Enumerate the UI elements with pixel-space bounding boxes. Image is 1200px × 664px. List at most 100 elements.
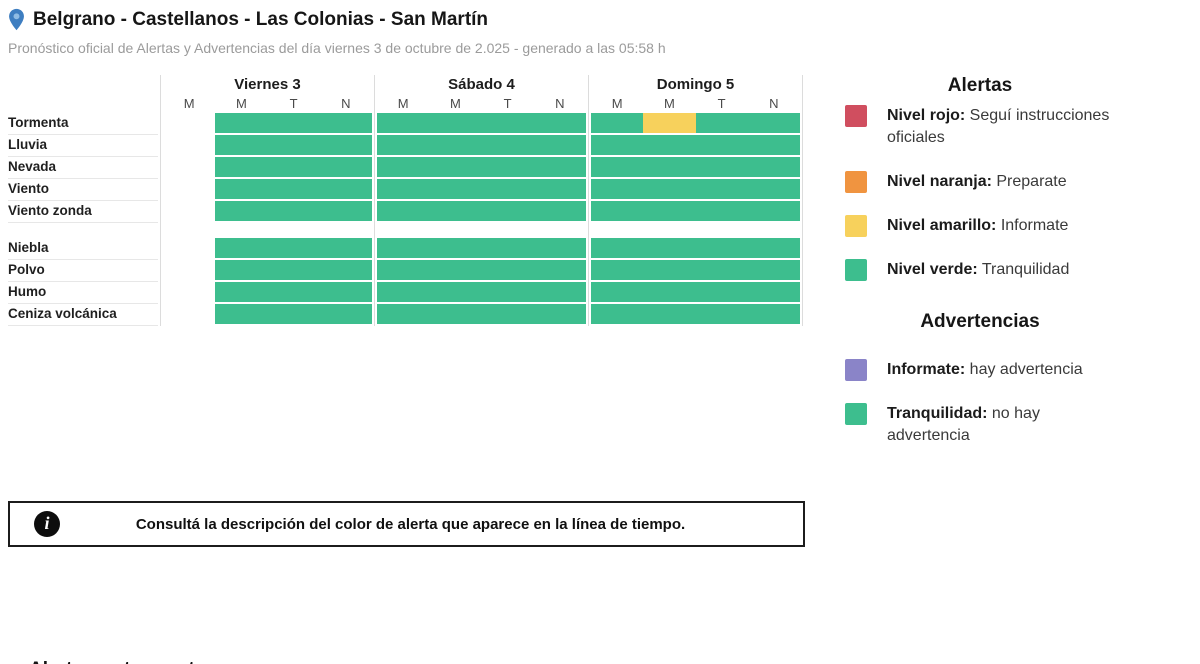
timeline-cell-white[interactable] bbox=[163, 304, 216, 324]
timeline-cell-green[interactable] bbox=[591, 282, 644, 302]
timeline-cell-white[interactable] bbox=[163, 260, 216, 280]
timeline-cell-green[interactable] bbox=[215, 238, 268, 258]
timeline-cell-green[interactable] bbox=[643, 304, 696, 324]
timeline-cell-green[interactable] bbox=[695, 157, 748, 177]
timeline-cell-green[interactable] bbox=[377, 282, 430, 302]
timeline-cell-green[interactable] bbox=[267, 157, 320, 177]
timeline-cell-green[interactable] bbox=[377, 260, 430, 280]
timeline-cell-white[interactable] bbox=[163, 113, 216, 133]
timeline-cell-green[interactable] bbox=[591, 201, 644, 221]
timeline-cell-green[interactable] bbox=[747, 282, 800, 302]
timeline-cell-green[interactable] bbox=[533, 201, 586, 221]
timeline-cell-green[interactable] bbox=[429, 260, 482, 280]
timeline-cell-green[interactable] bbox=[267, 135, 320, 155]
timeline-cell-green[interactable] bbox=[267, 304, 320, 324]
timeline-cell-green[interactable] bbox=[429, 304, 482, 324]
timeline-cell-white[interactable] bbox=[163, 135, 216, 155]
timeline-cell-green[interactable] bbox=[377, 179, 430, 199]
timeline-cell-green[interactable] bbox=[267, 179, 320, 199]
timeline-cell-green[interactable] bbox=[319, 135, 372, 155]
timeline-cell-green[interactable] bbox=[319, 260, 372, 280]
timeline-cell-green[interactable] bbox=[533, 260, 586, 280]
timeline-cell-green[interactable] bbox=[377, 157, 430, 177]
timeline-cell-green[interactable] bbox=[591, 238, 644, 258]
timeline-cell-green[interactable] bbox=[643, 238, 696, 258]
timeline-cell-green[interactable] bbox=[215, 157, 268, 177]
timeline-cell-green[interactable] bbox=[591, 304, 644, 324]
timeline-cell-green[interactable] bbox=[267, 113, 320, 133]
timeline-cell-green[interactable] bbox=[533, 113, 586, 133]
timeline-cell-green[interactable] bbox=[533, 157, 586, 177]
timeline-cell-green[interactable] bbox=[747, 201, 800, 221]
timeline-cell-green[interactable] bbox=[377, 135, 430, 155]
timeline-cell-green[interactable] bbox=[695, 304, 748, 324]
timeline-cell-green[interactable] bbox=[481, 282, 534, 302]
timeline-cell-white[interactable] bbox=[163, 157, 216, 177]
timeline-cell-green[interactable] bbox=[481, 157, 534, 177]
timeline-cell-green[interactable] bbox=[695, 260, 748, 280]
timeline-cell-green[interactable] bbox=[533, 238, 586, 258]
timeline-cell-green[interactable] bbox=[747, 179, 800, 199]
timeline-cell-green[interactable] bbox=[267, 201, 320, 221]
timeline-cell-white[interactable] bbox=[163, 238, 216, 258]
timeline-cell-green[interactable] bbox=[429, 201, 482, 221]
timeline-cell-green[interactable] bbox=[747, 135, 800, 155]
timeline-cell-green[interactable] bbox=[267, 238, 320, 258]
timeline-cell-yellow[interactable] bbox=[643, 113, 696, 133]
timeline-cell-green[interactable] bbox=[747, 260, 800, 280]
timeline-cell-green[interactable] bbox=[533, 179, 586, 199]
timeline-cell-green[interactable] bbox=[319, 113, 372, 133]
timeline-cell-green[interactable] bbox=[591, 113, 644, 133]
timeline-cell-green[interactable] bbox=[591, 260, 644, 280]
timeline-cell-green[interactable] bbox=[747, 304, 800, 324]
timeline-cell-green[interactable] bbox=[377, 201, 430, 221]
timeline-cell-green[interactable] bbox=[267, 282, 320, 302]
timeline-cell-green[interactable] bbox=[215, 135, 268, 155]
timeline-cell-green[interactable] bbox=[533, 304, 586, 324]
timeline-cell-green[interactable] bbox=[481, 201, 534, 221]
timeline-cell-green[interactable] bbox=[481, 135, 534, 155]
timeline-cell-green[interactable] bbox=[215, 260, 268, 280]
timeline-cell-green[interactable] bbox=[695, 238, 748, 258]
timeline-cell-green[interactable] bbox=[267, 260, 320, 280]
timeline-cell-green[interactable] bbox=[377, 304, 430, 324]
timeline-cell-green[interactable] bbox=[481, 238, 534, 258]
timeline-cell-green[interactable] bbox=[481, 179, 534, 199]
timeline-cell-green[interactable] bbox=[481, 260, 534, 280]
timeline-cell-green[interactable] bbox=[319, 304, 372, 324]
timeline-cell-green[interactable] bbox=[747, 157, 800, 177]
timeline-cell-green[interactable] bbox=[215, 201, 268, 221]
timeline-cell-green[interactable] bbox=[591, 135, 644, 155]
timeline-cell-green[interactable] bbox=[429, 157, 482, 177]
timeline-cell-green[interactable] bbox=[695, 179, 748, 199]
timeline-cell-green[interactable] bbox=[377, 113, 430, 133]
timeline-cell-green[interactable] bbox=[695, 135, 748, 155]
timeline-cell-green[interactable] bbox=[643, 179, 696, 199]
timeline-cell-green[interactable] bbox=[319, 179, 372, 199]
timeline-cell-green[interactable] bbox=[533, 135, 586, 155]
timeline-cell-green[interactable] bbox=[319, 157, 372, 177]
timeline-cell-green[interactable] bbox=[429, 238, 482, 258]
timeline-cell-green[interactable] bbox=[319, 282, 372, 302]
timeline-cell-green[interactable] bbox=[591, 179, 644, 199]
timeline-cell-green[interactable] bbox=[215, 304, 268, 324]
timeline-cell-green[interactable] bbox=[747, 238, 800, 258]
timeline-cell-green[interactable] bbox=[643, 282, 696, 302]
timeline-cell-white[interactable] bbox=[163, 201, 216, 221]
timeline-cell-green[interactable] bbox=[429, 135, 482, 155]
timeline-cell-green[interactable] bbox=[533, 282, 586, 302]
timeline-cell-green[interactable] bbox=[319, 201, 372, 221]
timeline-cell-green[interactable] bbox=[695, 113, 748, 133]
timeline-cell-green[interactable] bbox=[429, 282, 482, 302]
timeline-cell-green[interactable] bbox=[643, 157, 696, 177]
timeline-cell-green[interactable] bbox=[215, 113, 268, 133]
timeline-cell-green[interactable] bbox=[377, 238, 430, 258]
timeline-cell-green[interactable] bbox=[319, 238, 372, 258]
timeline-cell-green[interactable] bbox=[747, 113, 800, 133]
timeline-cell-white[interactable] bbox=[163, 179, 216, 199]
timeline-cell-green[interactable] bbox=[643, 201, 696, 221]
timeline-cell-green[interactable] bbox=[215, 282, 268, 302]
timeline-cell-white[interactable] bbox=[163, 282, 216, 302]
timeline-cell-green[interactable] bbox=[695, 201, 748, 221]
timeline-cell-green[interactable] bbox=[695, 282, 748, 302]
